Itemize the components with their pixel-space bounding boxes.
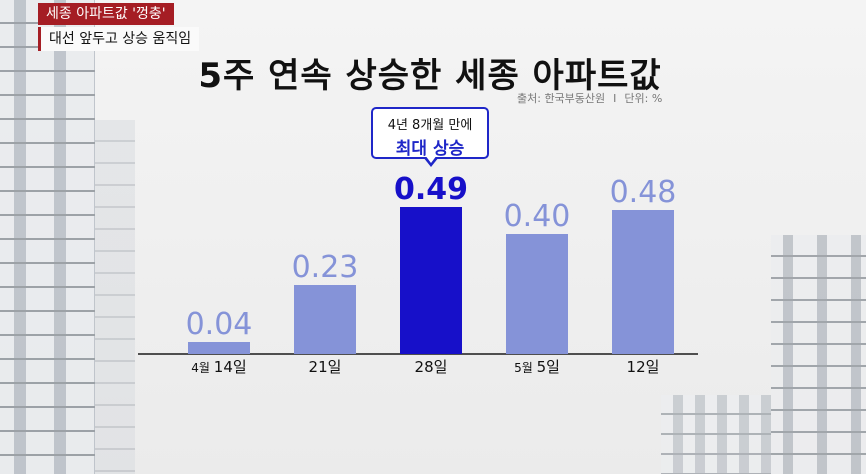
callout-line1: 4년 8개월 만에 bbox=[387, 118, 473, 133]
bar-3 bbox=[506, 234, 568, 354]
building-left-shadow-image bbox=[95, 120, 135, 474]
banner-subheadline: 대선 앞두고 상승 움직임 bbox=[38, 27, 200, 51]
category-day-0: 14일 bbox=[214, 358, 247, 376]
category-day-4: 12일 bbox=[627, 358, 660, 376]
bar-1 bbox=[294, 285, 356, 354]
category-label-1: 21일 bbox=[309, 358, 342, 376]
category-label-2: 28일 bbox=[415, 358, 448, 376]
value-label-4: 0.48 bbox=[610, 175, 677, 210]
banner-headline: 세종 아파트값 '껑충' bbox=[38, 3, 174, 25]
category-month-0: 4월 bbox=[191, 361, 214, 375]
chart-title: 5주 연속 상승한 세종 아파트값 bbox=[198, 56, 662, 96]
category-label-4: 12일 bbox=[627, 358, 660, 376]
building-right-image bbox=[771, 235, 866, 474]
value-label-3: 0.40 bbox=[504, 199, 571, 234]
building-left-image bbox=[0, 0, 95, 474]
callout-pointer bbox=[423, 155, 439, 167]
source-separator: I bbox=[613, 92, 617, 105]
source-line: 출처: 한국부동산원 I 단위: % bbox=[517, 90, 662, 106]
bar-4 bbox=[612, 210, 674, 354]
callout-line2: 최대 상승 bbox=[395, 139, 465, 159]
bar-2 bbox=[400, 207, 462, 354]
highlight-callout: 4년 8개월 만에 최대 상승 bbox=[371, 107, 489, 159]
bar-0 bbox=[188, 342, 250, 354]
category-label-3: 5월 5일 bbox=[514, 358, 560, 376]
category-month-3: 5월 bbox=[514, 361, 537, 375]
news-banner: 세종 아파트값 '껑충' 대선 앞두고 상승 움직임 bbox=[38, 3, 200, 51]
value-label-2: 0.49 bbox=[394, 172, 468, 207]
source-unit: 단위: % bbox=[624, 92, 663, 105]
value-label-1: 0.23 bbox=[292, 250, 359, 285]
building-right-lower-image bbox=[661, 395, 771, 474]
category-day-1: 21일 bbox=[309, 358, 342, 376]
source-origin: 출처: 한국부동산원 bbox=[517, 92, 606, 105]
category-label-0: 4월 14일 bbox=[191, 358, 246, 376]
category-day-3: 5일 bbox=[537, 358, 560, 376]
value-label-0: 0.04 bbox=[186, 307, 253, 342]
category-day-2: 28일 bbox=[415, 358, 448, 376]
